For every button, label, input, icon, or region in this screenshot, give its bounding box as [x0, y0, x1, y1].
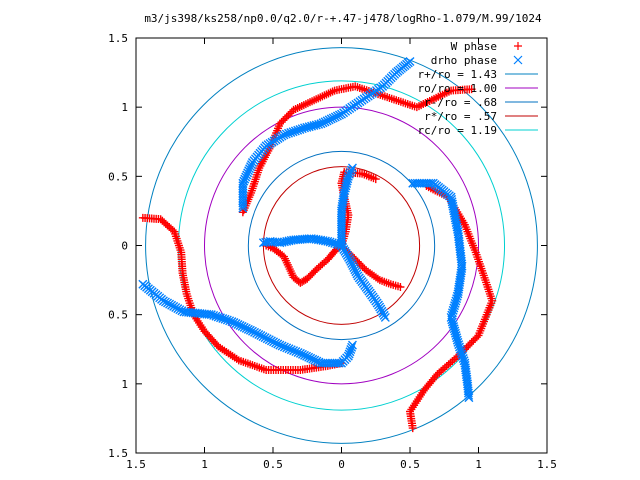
x-tick-label: 1.5: [126, 458, 146, 471]
x-tick-label: 1: [201, 458, 208, 471]
drho-phase-point: [286, 345, 296, 355]
drho-phase-point: [352, 269, 362, 279]
w-phase-point: [435, 368, 444, 377]
drho-phase-point: [284, 344, 294, 354]
circle-ro-ro-1-00: [204, 106, 479, 385]
w-phase-point: [464, 341, 473, 350]
x-tick-label: 0: [338, 458, 345, 471]
drho-phase-point: [256, 331, 266, 341]
drho-phase-point: [282, 343, 292, 353]
legend-samples: [505, 42, 538, 131]
w-phase-point: [373, 274, 382, 283]
y-tick-label: 0.5: [108, 309, 128, 322]
drho-phase-point: [252, 328, 262, 338]
drho-phase-point: [271, 338, 281, 348]
drho-phase-point: [247, 326, 257, 336]
w-phase-point: [396, 283, 405, 291]
drho-phase-point: [334, 110, 344, 120]
drho-phase-point: [260, 333, 270, 343]
w-phase-point: [474, 331, 483, 340]
drho-phase-point: [346, 165, 356, 175]
drho-phase-point: [250, 327, 260, 337]
drho-phase-point: [347, 340, 357, 350]
legend: W phase drho phase r+/ro = 1.43 ro/ro = …: [418, 40, 538, 137]
drho-phase-point: [405, 57, 415, 67]
x-tick-label: 1: [475, 458, 482, 471]
legend-label-r-minus: r-/ro = .68: [424, 96, 497, 109]
w-phase-point: [465, 340, 474, 349]
drho-phase-point: [277, 341, 287, 351]
drho-phase-point: [246, 160, 256, 170]
y-tick-label: 1.5: [108, 447, 128, 460]
drho-phase-point: [291, 347, 301, 357]
w-phase-point: [358, 262, 367, 271]
w-phase-point: [357, 261, 366, 270]
chart-title: m3/js398/ks258/np0.0/q2.0/r-+.47-j478/lo…: [144, 12, 542, 25]
y-tick-label: 1: [121, 101, 128, 114]
legend-sample: [513, 55, 523, 65]
circle-r-ro-68: [247, 150, 436, 341]
legend-label-r-c: rc/ro = 1.19: [418, 124, 497, 137]
drho-phase-point: [258, 332, 268, 342]
w-phase-point: [286, 109, 295, 118]
w-phase-point: [284, 111, 293, 120]
drho-phase-point: [380, 312, 390, 322]
drho-phase-point: [254, 329, 264, 339]
w-phase-point: [408, 424, 417, 433]
drho-phase-point: [269, 337, 279, 347]
y-tick-label: 0: [121, 240, 128, 253]
drho-phase-point: [258, 238, 268, 248]
drho-phase-point: [266, 336, 276, 346]
drho-phase-point: [347, 342, 357, 352]
drho-phase-point: [273, 339, 283, 349]
data-points: [138, 57, 497, 433]
w-phase-point: [469, 336, 478, 345]
legend-sample: [514, 42, 522, 50]
w-phase-point: [280, 114, 289, 123]
w-phase-point: [471, 334, 480, 343]
w-phase-point: [277, 118, 286, 127]
legend-label-r-plus: r+/ro = 1.43: [418, 68, 497, 81]
w-phase-point: [282, 112, 291, 121]
drho-phase-point: [464, 393, 474, 403]
w-phase-point: [371, 175, 380, 184]
legend-label-drho-phase: drho phase: [431, 54, 497, 67]
drho-phase-point: [279, 342, 289, 352]
y-tick-label: 0.5: [108, 170, 128, 183]
legend-label-r-star: r*/ro = .57: [424, 110, 497, 123]
drho-phase-point: [347, 163, 357, 173]
drho-phase-point: [289, 346, 299, 356]
y-tick-label: 1: [121, 378, 128, 391]
drho-phase-point: [261, 237, 271, 247]
drho-phase-point: [262, 334, 272, 344]
drho-phase-point: [464, 390, 474, 400]
w-phase-point: [467, 338, 476, 347]
x-tick-label: 1.5: [537, 458, 557, 471]
x-tick-label: 0.5: [400, 458, 420, 471]
w-phase-point: [279, 116, 288, 125]
w-phase-point: [355, 259, 364, 268]
x-tick-label: 0.5: [263, 458, 283, 471]
legend-label-r-o: ro/ro = 1.00: [418, 82, 497, 95]
legend-label-w-phase: W phase: [451, 40, 497, 53]
w-phase-point: [467, 85, 476, 94]
y-tick-label: 1.5: [108, 32, 128, 45]
w-phase-point: [472, 333, 481, 342]
w-phase-point: [275, 119, 284, 128]
drho-phase-point: [264, 335, 274, 345]
circle-r-ro-1-43: [145, 47, 538, 444]
w-phase-point: [270, 245, 279, 254]
drho-phase-point: [275, 340, 285, 350]
w-phase-point: [462, 343, 471, 352]
